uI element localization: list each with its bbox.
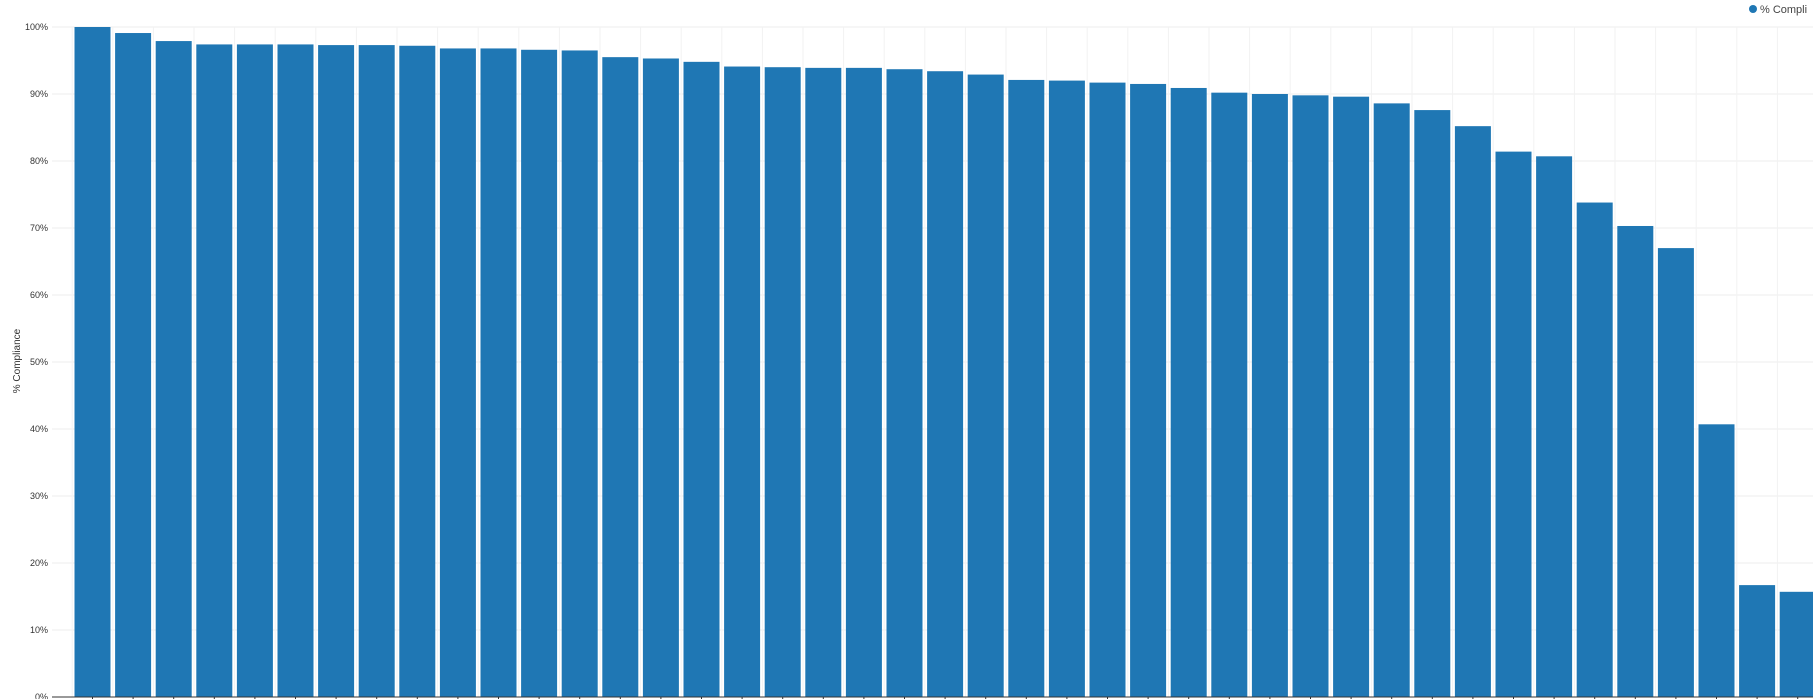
bar[interactable] [399, 45, 436, 697]
bar[interactable] [927, 71, 964, 698]
bar[interactable] [724, 66, 761, 697]
legend-swatch [1749, 5, 1757, 13]
bar[interactable] [155, 41, 192, 697]
bar[interactable] [115, 33, 152, 697]
y-tick-label: 30% [30, 491, 48, 501]
bar[interactable] [1251, 94, 1288, 697]
bar[interactable] [602, 57, 639, 697]
bar[interactable] [1739, 585, 1776, 697]
bar[interactable] [1576, 202, 1613, 698]
y-tick-label: 50% [30, 357, 48, 367]
bar[interactable] [886, 69, 923, 697]
bar[interactable] [277, 44, 314, 698]
bar[interactable] [1048, 80, 1085, 698]
y-tick-label: 40% [30, 424, 48, 434]
y-tick-label: 70% [30, 223, 48, 233]
bar[interactable] [1211, 92, 1248, 697]
y-tick-label: 90% [30, 89, 48, 99]
bar[interactable] [561, 50, 598, 697]
bar[interactable] [521, 49, 558, 697]
bar[interactable] [967, 74, 1004, 697]
bar[interactable] [1617, 225, 1654, 698]
y-tick-label: 10% [30, 625, 48, 635]
bar[interactable] [845, 67, 882, 698]
bar[interactable] [805, 67, 842, 698]
bar[interactable] [439, 48, 476, 697]
bar[interactable] [236, 44, 273, 698]
bar[interactable] [1495, 151, 1532, 697]
bar[interactable] [358, 45, 395, 697]
bar[interactable] [1657, 248, 1694, 697]
y-axis-title: % Compliance [12, 328, 23, 393]
bar[interactable] [1373, 103, 1410, 697]
y-tick-label: 100% [25, 22, 48, 32]
bar[interactable] [318, 45, 355, 697]
bar[interactable] [1333, 96, 1370, 698]
bar[interactable] [642, 58, 679, 698]
bar[interactable] [1008, 79, 1045, 698]
y-tick-label: 80% [30, 156, 48, 166]
bar[interactable] [764, 67, 801, 697]
bar[interactable] [1292, 95, 1329, 698]
bar[interactable] [1779, 591, 1813, 697]
bar[interactable] [1130, 83, 1167, 697]
bar[interactable] [1170, 87, 1207, 698]
legend-label[interactable]: % Compli [1760, 4, 1807, 16]
y-tick-label: 0% [35, 692, 48, 699]
bar[interactable] [196, 44, 233, 698]
bar[interactable] [74, 27, 111, 697]
bar[interactable] [1414, 110, 1451, 697]
y-tick-label: 20% [30, 558, 48, 568]
y-axis-ticks: 0% 10% 20% 30% 40% 50% 60% 70% 80% 90% 100% [25, 22, 48, 699]
bar[interactable] [1454, 126, 1491, 697]
bars [74, 27, 1813, 698]
bar[interactable] [1089, 82, 1126, 698]
legend: % Compli [1749, 4, 1807, 16]
y-tick-label: 60% [30, 290, 48, 300]
bar[interactable] [683, 61, 720, 697]
bar[interactable] [1698, 424, 1735, 697]
bar[interactable] [1536, 156, 1573, 697]
bar[interactable] [480, 48, 517, 697]
